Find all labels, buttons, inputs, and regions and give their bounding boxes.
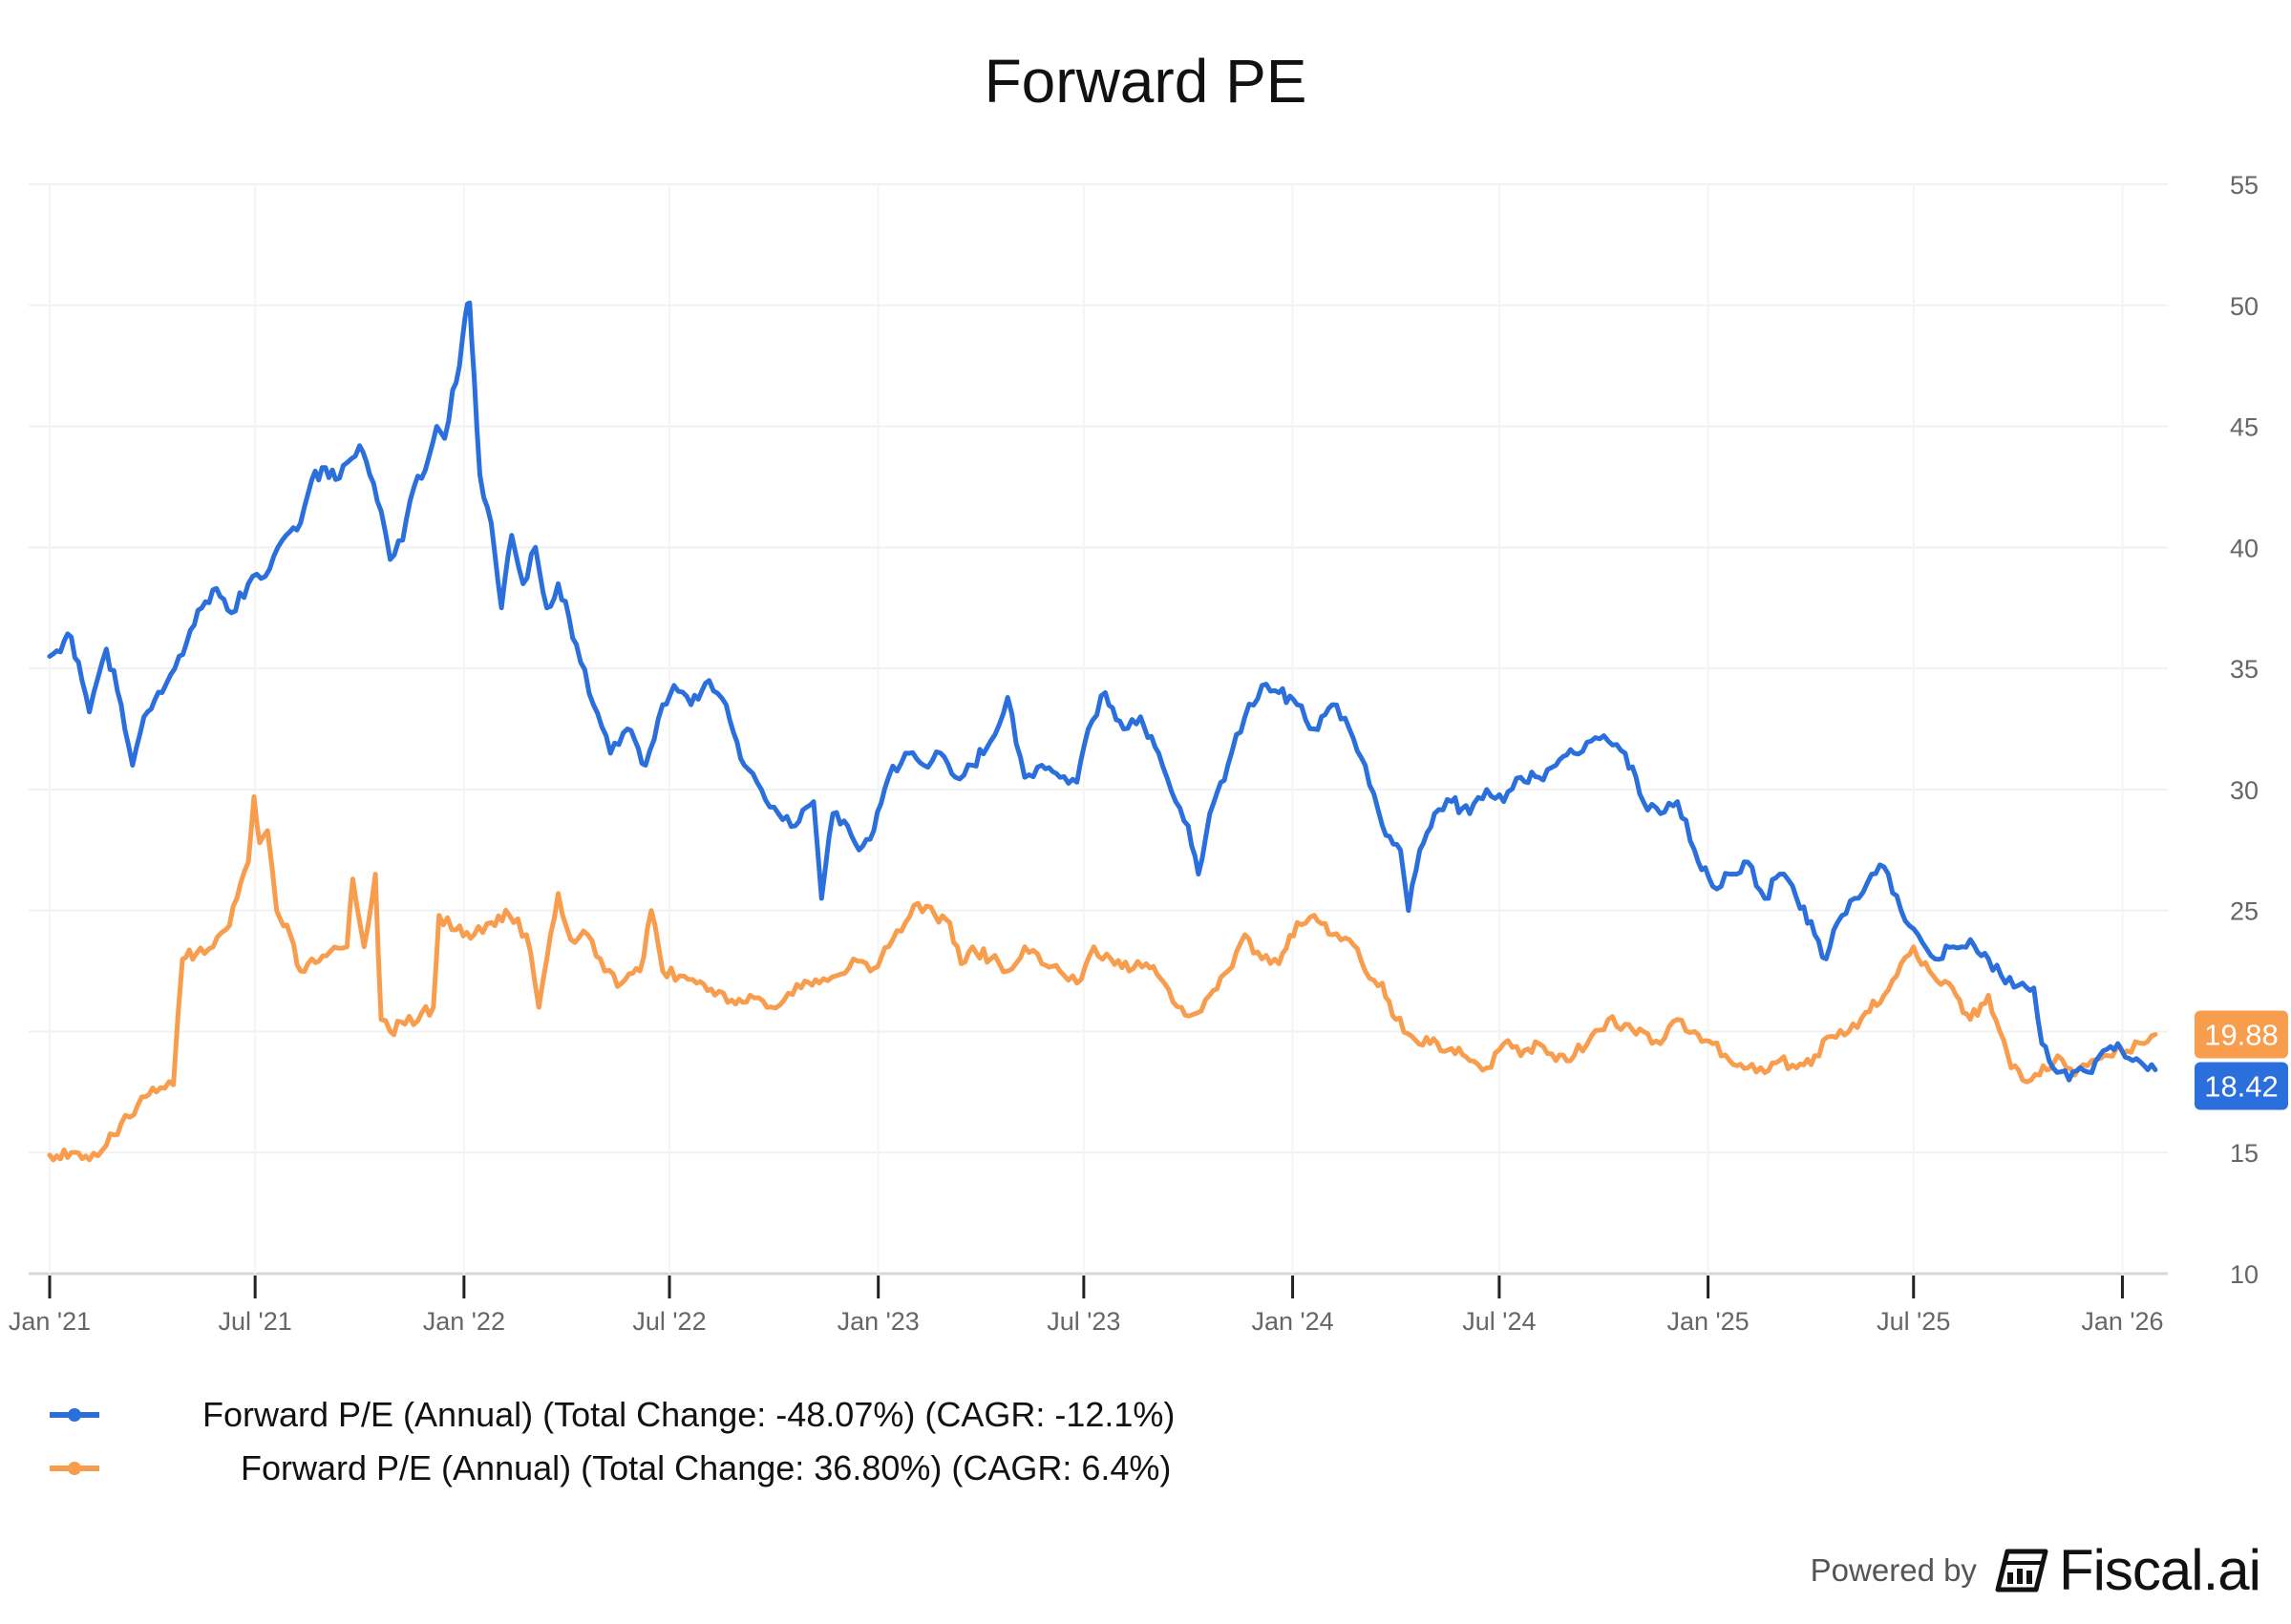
y-tick-label: 50 [2230, 292, 2259, 321]
x-tick-label: Jan '21 [9, 1307, 91, 1336]
legend-label: Forward P/E (Annual) (Total Change: -48.… [202, 1395, 1176, 1434]
legend-label: Forward P/E (Annual) (Total Change: 36.8… [241, 1448, 1172, 1487]
end-value-tag-0: 18.42 [2195, 1062, 2288, 1110]
x-tick-label: Jul '24 [1462, 1307, 1536, 1336]
y-tick-label: 25 [2230, 897, 2259, 926]
grid-lines [29, 183, 2168, 1276]
x-tick-label: Jan '22 [423, 1307, 505, 1336]
series-line-0[interactable] [47, 300, 2158, 1083]
brand-name: Fiscal.ai [2058, 1538, 2261, 1602]
legend-swatch-orange [50, 1462, 99, 1475]
x-tick-label: Jul '22 [632, 1307, 706, 1336]
powered-by-fiscal-ai[interactable]: Powered by Fiscal.ai [1810, 1537, 2261, 1603]
x-tick-label: Jan '23 [838, 1307, 920, 1336]
y-tick-label: 45 [2230, 413, 2259, 442]
x-tick-label: Jul '25 [1877, 1307, 1950, 1336]
y-tick-label: 35 [2230, 655, 2259, 684]
series-lines [47, 300, 2158, 1163]
end-value-tag-1: 19.88 [2195, 1010, 2288, 1059]
x-tick-label: Jul '23 [1047, 1307, 1120, 1336]
x-tick-label: Jul '21 [219, 1307, 292, 1336]
y-tick-label: 30 [2230, 776, 2259, 805]
x-axis: Jan '21 Jul '21 Jan '22 Jul '22 Jan '23 Jul '… [9, 1276, 2164, 1336]
x-tick-label: Jan '26 [2081, 1307, 2163, 1336]
end-value-label: 19.88 [2204, 1018, 2279, 1051]
legend-swatch-blue [50, 1408, 99, 1422]
end-value-tags: 18.42 19.88 [2195, 1010, 2288, 1110]
y-axis: 10 15 25 30 35 40 45 50 55 [2230, 171, 2259, 1289]
fiscal-logo-icon [1995, 1549, 2048, 1592]
end-value-label: 18.42 [2204, 1069, 2279, 1103]
chart-title: Forward PE [984, 47, 1307, 116]
y-tick-label: 10 [2230, 1260, 2259, 1289]
x-tick-label: Jan '25 [1666, 1307, 1749, 1336]
y-tick-label: 15 [2230, 1139, 2259, 1168]
x-tick-label: Jan '24 [1251, 1307, 1333, 1336]
legend-item-orange-series[interactable]: Forward P/E (Annual) (Total Change: 36.8… [50, 1448, 1171, 1488]
y-tick-label: 40 [2230, 534, 2259, 562]
series-line-1[interactable] [47, 794, 2158, 1163]
y-tick-label: 55 [2230, 171, 2259, 200]
legend-item-blue-series[interactable]: Forward P/E (Annual) (Total Change: -48.… [50, 1395, 1175, 1435]
powered-by-text: Powered by [1810, 1551, 1977, 1588]
